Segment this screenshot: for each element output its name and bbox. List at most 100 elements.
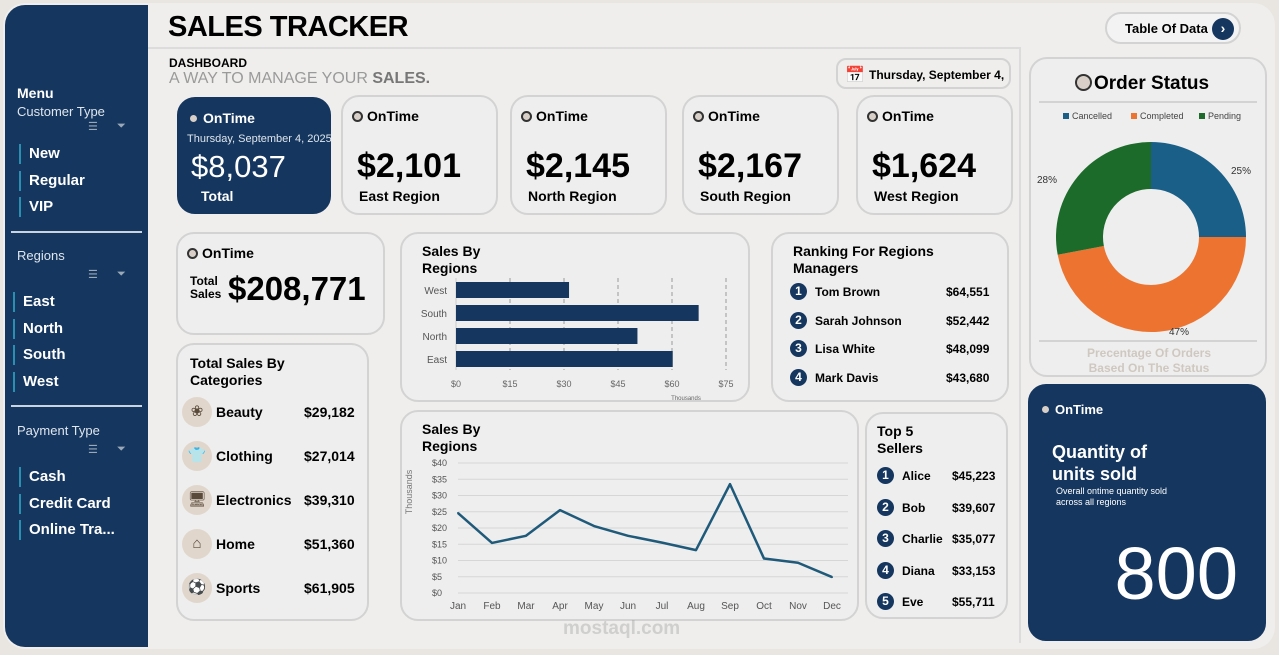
clear-filter-icon[interactable]: ⏷	[117, 268, 126, 280]
calendar-icon: 📅	[845, 67, 865, 84]
category-value: $29,182	[304, 404, 355, 420]
x-tick-label: Jun	[620, 601, 636, 612]
lotus-icon: ❀	[182, 397, 212, 427]
donut-slice	[1057, 237, 1246, 333]
divider	[1039, 101, 1257, 103]
categories-card: Total Sales By Categories ❀ Beauty $29,182…	[176, 343, 369, 621]
kpi-value: $2,167	[698, 147, 802, 185]
filter-item[interactable]: Online Tra...	[19, 520, 115, 540]
category-value: $39,310	[304, 492, 355, 508]
x-tick-label: Apr	[552, 601, 568, 612]
status-text: OnTime	[202, 245, 254, 261]
clear-filter-icon[interactable]: ⏷	[117, 443, 126, 455]
x-tick-label: Feb	[483, 601, 501, 612]
filter-item[interactable]: North	[13, 318, 63, 339]
y-category-label: East	[427, 355, 447, 366]
status-dot-icon	[187, 248, 198, 259]
filter-item[interactable]: New	[19, 144, 60, 164]
multi-select-icon[interactable]: ☰	[88, 269, 98, 281]
category-value: $51,360	[304, 536, 355, 552]
filter-item[interactable]: East	[13, 292, 55, 312]
kpi-value: $2,145	[526, 147, 630, 185]
bar	[456, 351, 673, 367]
divider	[148, 47, 1021, 49]
legend-label: Pending	[1208, 111, 1241, 121]
person-value: $45,223	[952, 469, 996, 483]
divider	[11, 405, 142, 407]
filter-group-label: Payment Type	[17, 423, 100, 438]
x-tick-label: $30	[556, 379, 571, 389]
rank-badge: 4	[877, 561, 894, 579]
category-name: Beauty	[216, 404, 263, 420]
person-value: $33,153	[952, 563, 996, 578]
category-name: Home	[216, 536, 255, 552]
clothing-icon: 👕	[182, 441, 212, 471]
region-kpi-card: OnTime $1,624 West Region	[856, 95, 1013, 215]
category-name: Sports	[216, 580, 261, 596]
rank-badge: 4	[790, 368, 807, 386]
status-dot-icon	[352, 111, 363, 122]
status-text: OnTime	[1055, 402, 1104, 417]
rank-badge: 1	[790, 283, 807, 300]
sports-icon: ⚽	[182, 573, 212, 603]
status-text: OnTime	[708, 108, 760, 124]
x-tick-label: $15	[502, 379, 517, 389]
ranking-card: Ranking For Regions Managers 1 Tom Brown $…	[771, 232, 1009, 402]
page-title: SALES TRACKER	[168, 11, 409, 43]
x-tick-label: May	[585, 601, 604, 612]
category-value: $27,014	[304, 448, 355, 464]
region-kpi-card: OnTime $2,101 East Region	[341, 95, 498, 215]
person-name: Mark Davis	[815, 370, 879, 385]
rank-badge: 3	[877, 530, 894, 547]
donut-chart: Cancelled Completed Pending 25% 47% 28%	[1037, 111, 1251, 338]
rank-badge: 2	[877, 498, 894, 516]
rank-badge: 1	[877, 467, 894, 484]
filter-item[interactable]: VIP	[19, 197, 53, 217]
kpi-label: North Region	[528, 188, 617, 204]
person-value: $55,711	[952, 595, 995, 609]
menu-label: Menu	[17, 85, 54, 101]
quantity-card: OnTime Quantity of units sold Overall on…	[1028, 384, 1266, 641]
legend-swatch	[1131, 113, 1137, 119]
rank-badge: 2	[790, 311, 807, 329]
filter-item[interactable]: West	[13, 371, 59, 392]
x-tick-label: Sep	[721, 601, 739, 612]
x-tick-label: $60	[664, 379, 679, 389]
person-value: $52,442	[946, 313, 990, 328]
kpi-date: Thursday, September 4, 2025	[187, 133, 331, 145]
multi-select-icon[interactable]: ☰	[88, 121, 98, 133]
line-chart-title: Sales By Regions	[422, 421, 481, 454]
y-tick-label: $15	[432, 539, 447, 549]
legend-label: Completed	[1140, 111, 1184, 121]
region-kpi-card: OnTime $2,167 South Region	[682, 95, 839, 215]
person-name: Diana	[902, 563, 935, 578]
person-value: $43,680	[946, 370, 990, 385]
tagline: A WAY TO MANAGE YOUR SALES.	[169, 70, 430, 88]
status-dot-icon	[188, 113, 199, 124]
total-kpi-card: OnTime Thursday, September 4, 2025 $8,03…	[177, 97, 331, 214]
table-of-data-button[interactable]: Table Of Data ›	[1105, 12, 1241, 44]
kpi-value: $2,101	[357, 147, 461, 185]
filter-group-label: Regions	[17, 248, 65, 263]
multi-select-icon[interactable]: ☰	[88, 444, 98, 456]
clear-filter-icon[interactable]: ⏷	[117, 120, 126, 132]
x-tick-label: $75	[718, 379, 733, 389]
x-tick-label: Jul	[656, 601, 669, 612]
legend-label: Cancelled	[1072, 111, 1112, 121]
line-chart: $0 $5 $10 $15 $20 $25 $30 $35 $40 Thousands Jan Feb…	[404, 458, 848, 612]
filter-item[interactable]: South	[13, 345, 66, 365]
bar-chart-card: Sales By Regions $0 $15 $30 $45 $60 $75 West So…	[400, 232, 750, 402]
legend-swatch	[1063, 113, 1069, 119]
person-name: Alice	[902, 469, 931, 483]
filter-item[interactable]: Cash	[19, 467, 66, 487]
filter-item[interactable]: Regular	[19, 170, 85, 191]
filter-item[interactable]: Credit Card	[19, 493, 111, 514]
x-tick-label: $45	[610, 379, 625, 389]
status-text: OnTime	[367, 108, 419, 124]
status-badge: OnTime	[521, 108, 588, 124]
x-tick-label: Jan	[450, 601, 466, 612]
status-badge: OnTime	[693, 108, 760, 124]
slice-label: 28%	[1037, 175, 1057, 186]
status-text: OnTime	[882, 108, 934, 124]
date-display: 📅 Thursday, September 4,	[836, 58, 1011, 89]
